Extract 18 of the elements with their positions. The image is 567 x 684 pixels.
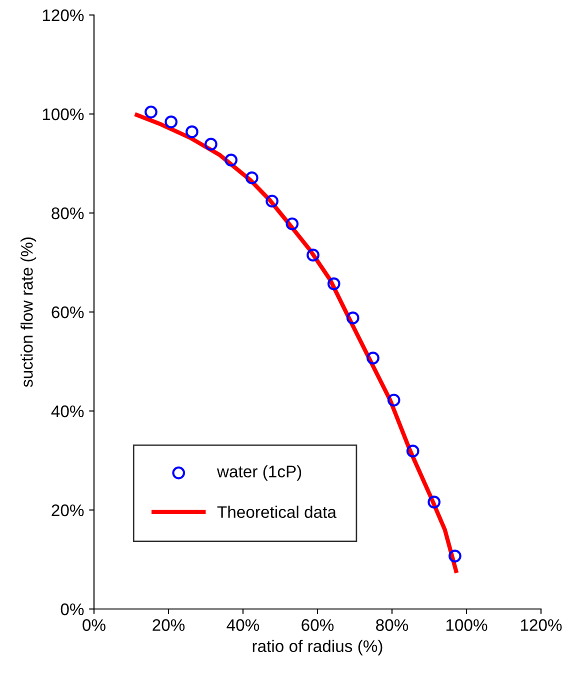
x-tick-label: 120%	[520, 619, 562, 631]
y-tick-label: 100%	[42, 108, 84, 120]
x-axis-title: ratio of radius (%)	[252, 640, 382, 656]
x-tick-label: 40%	[226, 619, 260, 631]
legend-label: Theoretical data	[217, 506, 336, 518]
y-tick-label: 60%	[52, 306, 84, 318]
x-tick-label: 60%	[302, 619, 334, 631]
legend-label: water (1cP)	[216, 465, 302, 481]
y-tick-label: 120%	[42, 9, 84, 22]
y-axis-title: suction flow rate (%)	[20, 238, 36, 388]
x-tick-label: 0%	[82, 619, 106, 631]
y-tick-label: 20%	[52, 504, 84, 516]
x-tick-label: 80%	[376, 619, 408, 631]
x-tick-label: 100%	[446, 619, 488, 631]
y-tick-label: 0%	[60, 603, 84, 616]
x-tick-label: 20%	[152, 619, 185, 631]
y-tick-label: 80%	[52, 207, 84, 220]
y-tick-label: 40%	[51, 405, 84, 418]
